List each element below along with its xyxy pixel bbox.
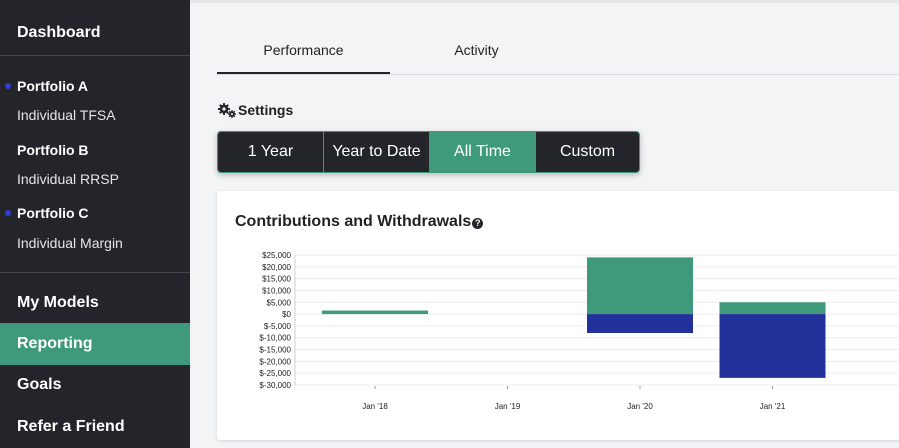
portfolio-b-name: Portfolio B <box>17 142 89 158</box>
y-tick-label: $-30,000 <box>259 381 291 390</box>
sidebar-item-my-models[interactable]: My Models <box>17 294 99 311</box>
bar-series-0-0 <box>322 310 428 315</box>
sidebar-item-dashboard[interactable]: Dashboard <box>17 24 101 41</box>
portfolio-a-link[interactable]: Portfolio A <box>5 78 89 94</box>
range-custom-button[interactable]: Custom <box>535 132 639 172</box>
portfolio-a-name: Portfolio A <box>17 78 89 94</box>
bar-series-1-2 <box>587 314 693 333</box>
sidebar: Dashboard Portfolio A Individual TFSA Po… <box>0 0 190 448</box>
sidebar-divider <box>0 55 190 56</box>
range-1-year-button[interactable]: 1 Year <box>247 143 294 160</box>
settings-label: Settings <box>238 102 294 118</box>
y-tick-label: $15,000 <box>262 275 291 284</box>
sidebar-divider <box>0 272 190 273</box>
date-range-selector: 1 Year Year to Date All Time Custom <box>217 131 640 173</box>
portfolio-a-dot <box>5 83 11 89</box>
help-icon[interactable]: ? <box>472 218 484 229</box>
bar-series-1-3 <box>719 314 826 378</box>
portfolio-c-account[interactable]: Individual Margin <box>17 235 123 251</box>
y-tick-label: $10,000 <box>262 286 291 295</box>
y-tick-label: $20,000 <box>262 263 291 272</box>
top-bar <box>190 0 899 3</box>
sidebar-item-reporting[interactable]: Reporting <box>0 323 190 365</box>
contributions-chart: $25,000 $20,000 $15,000 $10,000 $5,000 $0 $-5,… <box>259 251 899 411</box>
settings-header[interactable]: Settings <box>217 100 293 120</box>
y-tick-label: $-10,000 <box>259 334 291 343</box>
y-tick-label: $-5,000 <box>264 322 292 331</box>
card-title: Contributions and Withdrawals ? <box>235 213 484 231</box>
y-tick-label: $5,000 <box>267 298 292 307</box>
gears-icon <box>218 103 236 118</box>
portfolio-c-link[interactable]: Portfolio C <box>5 205 89 221</box>
contributions-card: Contributions and Withdrawals ? $25,000 $… <box>217 191 899 440</box>
portfolio-b-link[interactable]: Portfolio B <box>17 142 89 158</box>
sidebar-item-refer-a-friend[interactable]: Refer a Friend <box>17 418 125 435</box>
sidebar-item-goals[interactable]: Goals <box>17 376 62 393</box>
range-all-time-button[interactable]: All Time <box>429 132 535 172</box>
tab-performance[interactable]: Performance <box>217 30 390 74</box>
card-title-text: Contributions and Withdrawals <box>235 213 472 230</box>
y-tick-label: $0 <box>282 310 291 319</box>
range-year-to-date-button[interactable]: Year to Date <box>323 132 429 172</box>
x-tick-label: Jan '20 <box>627 402 653 411</box>
tab-bar: Performance Activity <box>217 30 899 75</box>
portfolio-b-account[interactable]: Individual RRSP <box>17 171 119 187</box>
portfolio-a-account[interactable]: Individual TFSA <box>17 107 116 123</box>
x-tick-label: Jan '19 <box>495 402 521 411</box>
y-tick-label: $-25,000 <box>259 369 291 378</box>
x-tick-label: Jan '18 <box>362 402 388 411</box>
bar-series-0-2 <box>587 257 693 315</box>
y-tick-label: $-15,000 <box>259 346 291 355</box>
portfolio-c-dot <box>5 210 11 216</box>
y-tick-label: $-20,000 <box>259 357 291 366</box>
bar-series-0-3 <box>719 302 826 315</box>
main-content: Performance Activity Settings 1 Year Yea… <box>190 0 899 448</box>
y-tick-label: $25,000 <box>262 251 291 260</box>
portfolio-c-name: Portfolio C <box>17 205 89 221</box>
x-tick-label: Jan '21 <box>760 402 786 411</box>
tab-activity[interactable]: Activity <box>454 42 499 58</box>
